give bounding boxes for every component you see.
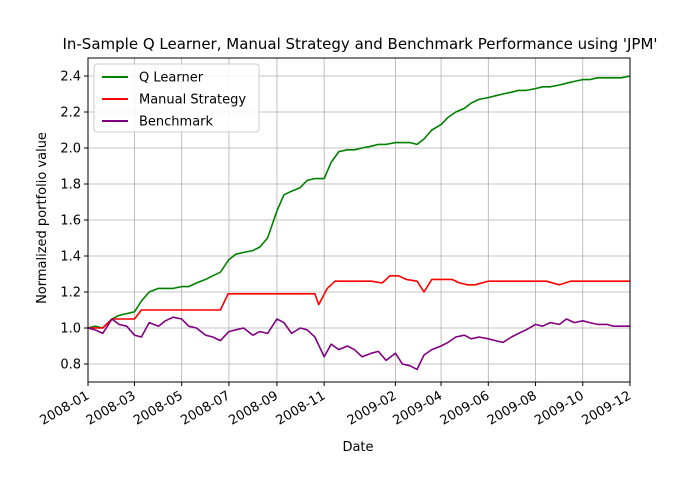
y-tick-label: 1.2 [60,286,81,301]
chart-title: In-Sample Q Learner, Manual Strategy and… [62,35,657,53]
y-tick-label: 0.8 [60,358,81,373]
y-tick-label: 1.6 [60,214,81,229]
legend: Q Learner Manual Strategy Benchmark [93,63,260,133]
series-lines [87,75,631,371]
legend-label-benchmark: Benchmark [139,115,214,130]
y-tick-label: 2.4 [60,70,81,85]
y-tick-label: 1.4 [60,250,81,265]
x-axis-label: Date [342,440,373,455]
series-line-benchmark [87,316,630,371]
legend-label-q-learner: Q Learner [139,71,204,86]
y-tick-label: 1.8 [60,178,81,193]
y-tick-label: 1.0 [60,322,81,337]
y-tick-label: 2.2 [60,106,81,121]
y-tick-label: 2.0 [60,142,81,157]
legend-label-manual-strategy: Manual Strategy [139,93,246,108]
legend-box [93,63,260,133]
series-line-q-learner [87,75,631,329]
y-axis-ticks: 0.8 1.0 1.2 1.4 1.6 1.8 2.0 2.2 2.4 [60,70,88,373]
series-line-manual-strategy [88,274,630,329]
y-axis-label: Normalized portfolio value [35,132,50,304]
